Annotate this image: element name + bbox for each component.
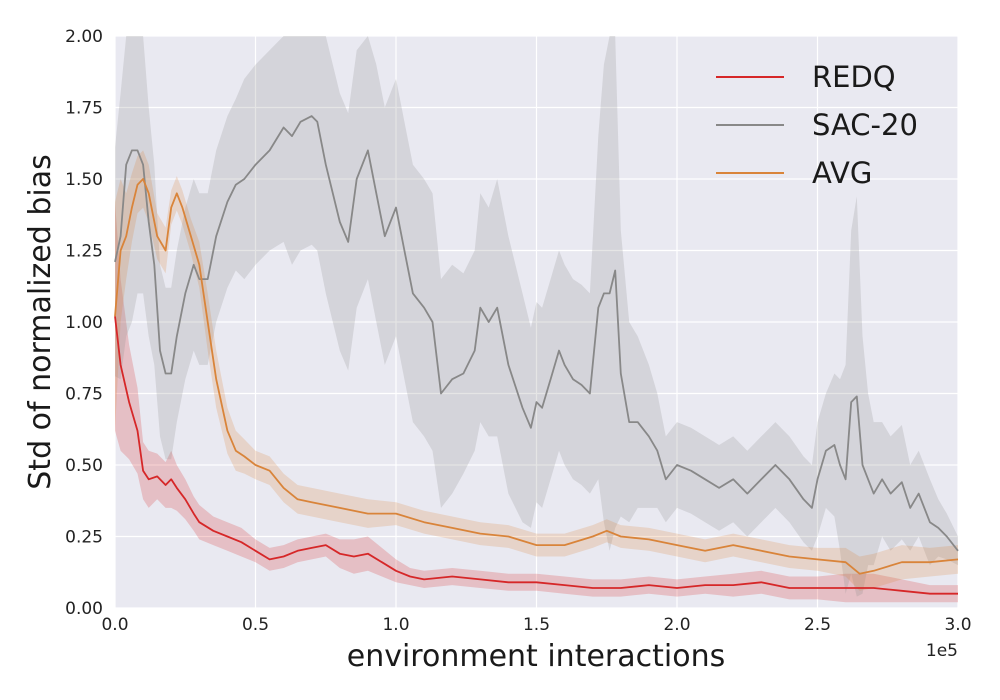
legend-label-avg: AVG	[812, 156, 872, 190]
avg-line	[114, 178, 959, 575]
legend: REDQ SAC-20 AVG	[716, 60, 918, 190]
y-tick-label: 1.25	[65, 242, 103, 262]
y-tick-label: 1.50	[65, 170, 103, 190]
y-tick-labels: 0.00 0.25 0.50 0.75 1.00 1.25 1.50 1.75 2.00	[65, 27, 103, 619]
y-tick-label: 1.75	[65, 99, 103, 119]
y-tick-label: 0.50	[65, 456, 103, 476]
x-axis-label: environment interactions	[347, 639, 725, 674]
sac-20-line	[114, 115, 959, 552]
x-tick-label: 1.0	[382, 615, 409, 635]
y-tick-label: 0.00	[65, 599, 103, 619]
confidence-bands	[115, 36, 958, 603]
x-tick-label: 0.0	[101, 615, 128, 635]
x-tick-label: 0.5	[242, 615, 269, 635]
x-tick-labels: 0.0 0.5 1.0 1.5 2.0 2.5 3.0	[101, 615, 971, 635]
grid-lines	[114, 35, 959, 609]
y-tick-label: 0.75	[65, 385, 103, 405]
y-tick-label: 1.00	[65, 313, 103, 333]
legend-label-redq: REDQ	[812, 60, 896, 94]
redq-line	[114, 316, 958, 595]
x-tick-label: 2.5	[804, 615, 831, 635]
y-tick-label: 2.00	[65, 27, 103, 47]
series-lines	[114, 115, 959, 595]
x-tick-label: 3.0	[944, 615, 971, 635]
y-axis-label: Std of normalized bias	[23, 154, 58, 489]
y-tick-label: 0.25	[65, 528, 103, 548]
x-tick-label: 1.5	[523, 615, 550, 635]
x-axis-offset-label: 1e5	[926, 641, 958, 661]
x-tick-label: 2.0	[663, 615, 690, 635]
legend-label-sac-20: SAC-20	[812, 108, 918, 142]
sac-20-confidence-band	[115, 36, 958, 597]
